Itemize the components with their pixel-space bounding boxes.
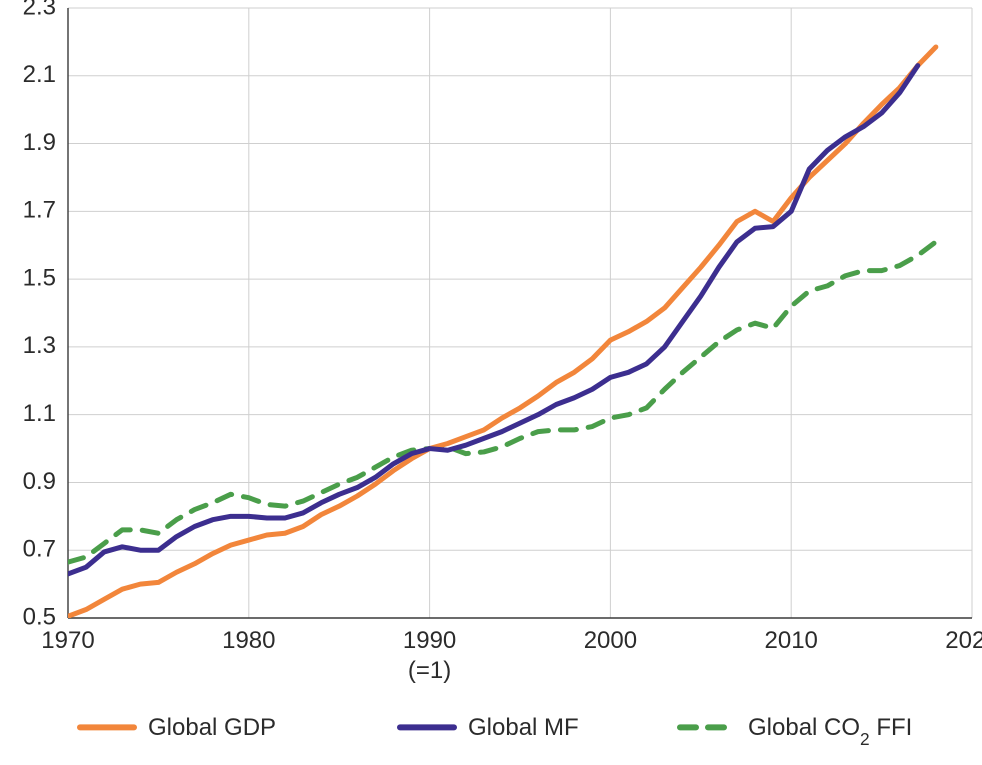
chart-container: 0.50.70.91.11.31.51.71.92.12.31970198019… [0, 0, 982, 765]
legend-label-mf: Global MF [468, 714, 579, 741]
y-tick-label: 1.9 [23, 129, 56, 156]
legend-label-gdp: Global GDP [148, 714, 276, 741]
y-tick-label: 1.7 [23, 197, 56, 224]
y-tick-label: 0.7 [23, 536, 56, 563]
y-tick-label: 1.1 [23, 400, 56, 427]
x-tick-label: 1980 [222, 627, 275, 654]
x-tick-label: 2020 [945, 627, 982, 654]
x-tick-label: 1970 [41, 627, 94, 654]
y-tick-label: 2.1 [23, 61, 56, 88]
x-sublabel: (=1) [408, 657, 451, 684]
line-chart: 0.50.70.91.11.31.51.71.92.12.31970198019… [0, 0, 982, 765]
x-tick-label: 2010 [765, 627, 818, 654]
y-tick-label: 1.5 [23, 264, 56, 291]
x-tick-label: 2000 [584, 627, 637, 654]
chart-bg [0, 0, 982, 765]
x-tick-label: 1990 [403, 627, 456, 654]
y-tick-label: 2.3 [23, 0, 56, 20]
y-tick-label: 1.3 [23, 332, 56, 359]
y-tick-label: 0.9 [23, 468, 56, 495]
